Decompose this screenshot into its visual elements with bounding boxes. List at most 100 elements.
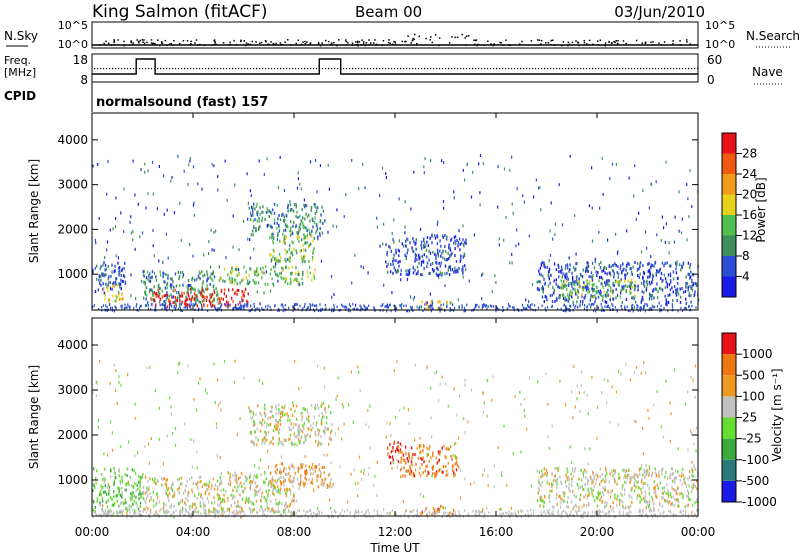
data-cell [281, 214, 282, 217]
data-cell [255, 281, 256, 284]
data-cell [542, 473, 543, 476]
noise-dot [672, 43, 674, 45]
data-cell [454, 267, 455, 270]
data-cell [423, 456, 424, 459]
data-cell [305, 249, 306, 252]
data-cell [214, 501, 215, 504]
data-cell [456, 260, 457, 263]
data-cell [143, 270, 144, 273]
data-cell [426, 265, 427, 268]
data-cell [442, 376, 443, 379]
data-cell [119, 266, 120, 269]
data-cell [442, 506, 443, 509]
data-cell [229, 508, 230, 511]
data-cell [684, 307, 685, 310]
data-cell [271, 479, 272, 482]
data-cell [361, 306, 362, 309]
data-cell [578, 506, 579, 509]
data-cell [602, 491, 603, 494]
data-cell [299, 424, 300, 427]
data-cell [577, 289, 578, 292]
data-cell [313, 472, 314, 475]
data-cell [109, 304, 110, 307]
data-cell [120, 445, 121, 448]
noise-dot [284, 42, 286, 44]
nave-dot [571, 68, 572, 69]
data-cell [214, 488, 215, 491]
data-cell [198, 276, 199, 279]
data-cell [419, 258, 420, 261]
data-cell [317, 206, 318, 209]
data-cell [633, 296, 634, 299]
noise-dot [592, 44, 594, 46]
data-cell [407, 278, 408, 281]
data-cell [373, 306, 374, 309]
data-cell [614, 494, 615, 497]
data-cell [467, 163, 468, 166]
data-cell [293, 495, 294, 498]
data-cell [324, 219, 325, 222]
data-cell [292, 443, 293, 446]
data-cell [546, 298, 547, 301]
nave-dot [511, 68, 512, 69]
noise-dot [301, 44, 303, 46]
data-cell [99, 217, 100, 220]
data-cell [197, 467, 198, 470]
data-cell [406, 305, 407, 308]
data-cell [264, 173, 265, 176]
data-cell [652, 305, 653, 308]
data-cell [324, 454, 325, 457]
noise-dot [388, 42, 390, 44]
data-cell [471, 196, 472, 199]
data-cell [304, 255, 305, 258]
data-cell [624, 274, 625, 277]
data-cell [450, 254, 451, 257]
data-cell [192, 466, 193, 469]
data-cell [153, 193, 154, 196]
data-cell [540, 208, 541, 211]
data-cell [664, 499, 665, 502]
data-cell [191, 298, 192, 301]
data-cell [251, 431, 252, 434]
data-cell [253, 248, 254, 251]
data-cell [298, 483, 299, 486]
data-cell [416, 248, 417, 251]
data-cell [106, 248, 107, 251]
data-cell [549, 447, 550, 450]
data-cell [287, 489, 288, 492]
data-cell [665, 298, 666, 301]
data-cell [278, 275, 279, 278]
data-cell [427, 453, 428, 456]
data-cell [181, 292, 182, 295]
data-cell [103, 491, 104, 494]
nave-dot [202, 68, 203, 69]
data-cell [217, 454, 218, 457]
data-cell [276, 420, 277, 423]
data-cell [188, 511, 189, 514]
data-cell [170, 506, 171, 509]
noise-dot [416, 43, 418, 45]
data-cell [212, 163, 213, 166]
data-cell [207, 497, 208, 500]
nave-dot [439, 68, 440, 69]
data-cell [97, 163, 98, 166]
data-cell [261, 276, 262, 279]
data-cell [642, 264, 643, 267]
data-cell [193, 165, 194, 168]
data-cell [216, 426, 217, 429]
data-cell [424, 267, 425, 270]
data-cell [543, 473, 544, 476]
noise-dot [589, 40, 591, 42]
noise-dot [347, 42, 349, 44]
noise-dot [569, 44, 571, 46]
nave-dot [532, 68, 533, 69]
data-cell [687, 477, 688, 480]
data-cell [173, 289, 174, 292]
noise-dot [143, 39, 145, 41]
data-cell [310, 243, 311, 246]
data-cell [662, 496, 663, 499]
data-cell [694, 293, 695, 296]
data-cell [160, 271, 161, 274]
nave-dot [628, 68, 629, 69]
data-cell [212, 304, 213, 307]
